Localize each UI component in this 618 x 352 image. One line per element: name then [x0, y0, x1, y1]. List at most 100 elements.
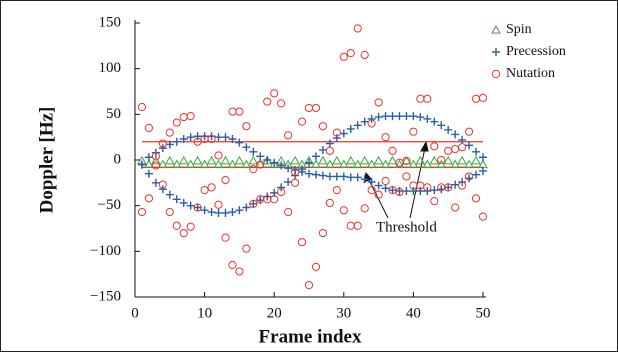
- precession-marker: [381, 112, 390, 121]
- precession-marker: [270, 158, 279, 167]
- x-axis-title: Frame index: [259, 326, 362, 347]
- nutation-marker: [186, 112, 195, 121]
- y-tick-label: 50: [106, 106, 121, 122]
- nutation-marker: [242, 122, 251, 131]
- spin-marker: [366, 159, 377, 169]
- x-tick-label: 0: [131, 305, 139, 321]
- precession-marker: [472, 147, 481, 156]
- nutation-marker: [416, 94, 425, 103]
- precession-marker: [186, 201, 195, 210]
- spin-marker: [352, 159, 363, 169]
- nutation-marker: [200, 186, 209, 195]
- precession-marker: [256, 152, 265, 161]
- annotation: Threshold: [376, 219, 437, 235]
- nutation-marker: [478, 212, 488, 221]
- precession-marker: [311, 170, 320, 179]
- spin-marker: [178, 155, 189, 165]
- spin-marker: [318, 155, 328, 165]
- y-tick-label: −100: [90, 243, 121, 259]
- nutation-marker: [172, 221, 181, 230]
- precession-marker: [465, 141, 474, 150]
- precession-marker: [165, 140, 174, 149]
- spin-marker: [192, 155, 203, 165]
- nutation-marker: [311, 103, 321, 113]
- nutation-marker: [228, 260, 237, 270]
- precession-marker: [305, 169, 313, 178]
- spin-marker: [185, 159, 196, 169]
- nutation-marker: [332, 186, 341, 195]
- precession-marker: [353, 173, 362, 182]
- precession-marker: [165, 190, 174, 199]
- spin-marker: [436, 159, 447, 169]
- legend-label: Spin: [506, 22, 532, 37]
- precession-marker: [179, 134, 188, 143]
- spin-marker: [471, 155, 481, 165]
- y-tick-label: 150: [99, 14, 122, 30]
- spin-marker: [408, 159, 419, 169]
- nutation-marker: [464, 127, 474, 136]
- precession-marker: [179, 198, 188, 207]
- precession-marker: [444, 183, 453, 192]
- nutation-marker: [360, 204, 369, 213]
- nutation-marker: [165, 207, 174, 217]
- precession-marker: [298, 165, 307, 174]
- precession-marker: [416, 113, 425, 122]
- precession-marker: [277, 183, 286, 192]
- spin-marker: [206, 155, 217, 165]
- y-tick-label: 100: [99, 60, 122, 76]
- x-tick-label: 30: [336, 305, 351, 321]
- x-tick-label: 10: [197, 305, 212, 321]
- nutation-marker: [430, 197, 439, 206]
- spin-marker: [338, 159, 349, 169]
- precession-marker: [444, 125, 453, 134]
- nutation-marker: [367, 119, 376, 128]
- precession-marker: [332, 134, 341, 143]
- nutation-marker: [367, 186, 376, 195]
- spin-marker: [255, 159, 266, 169]
- precession-marker: [360, 117, 369, 126]
- x-tick-label: 50: [476, 305, 491, 321]
- nutation-marker: [165, 128, 174, 137]
- annotation-arrows: [363, 140, 429, 219]
- precession-marker: [172, 195, 181, 204]
- spin-marker: [331, 155, 342, 165]
- nutation-marker: [228, 107, 237, 116]
- precession-marker: [353, 121, 362, 130]
- nutation-marker: [444, 183, 453, 192]
- nutation-marker: [318, 122, 328, 131]
- precession-marker: [305, 158, 313, 167]
- nutation-marker: [214, 151, 223, 160]
- nutation-marker: [332, 128, 341, 137]
- precession-marker: [430, 117, 439, 126]
- precession-marker: [465, 174, 474, 183]
- nutation-marker: [193, 137, 202, 146]
- precession-marker: [221, 208, 230, 217]
- precession-marker: [235, 206, 244, 215]
- spin-marker: [290, 155, 300, 165]
- precession-marker: [339, 172, 348, 181]
- nutation-marker: [277, 187, 286, 197]
- precession-marker: [318, 145, 327, 154]
- nutation-marker: [339, 52, 348, 61]
- spin-marker: [394, 159, 405, 169]
- precession-marker: [388, 112, 397, 121]
- nutation-marker: [409, 127, 418, 136]
- precession-marker: [402, 187, 411, 196]
- legend-marker: [492, 48, 500, 56]
- precession-marker: [325, 172, 334, 181]
- nutation-marker: [158, 139, 167, 148]
- spin-marker: [443, 155, 454, 165]
- precession-marker: [221, 133, 230, 142]
- precession-marker: [423, 114, 432, 123]
- nutation-marker: [235, 267, 244, 276]
- precession-marker: [228, 208, 237, 217]
- nutation-marker: [256, 160, 265, 169]
- precession-marker: [374, 113, 383, 122]
- spin-marker: [422, 159, 433, 169]
- nutation-marker: [381, 176, 390, 186]
- precession-marker: [437, 121, 446, 130]
- precession-marker: [451, 130, 460, 139]
- precession-marker: [381, 184, 390, 193]
- precession-marker: [402, 112, 411, 121]
- nutation-marker: [221, 233, 230, 242]
